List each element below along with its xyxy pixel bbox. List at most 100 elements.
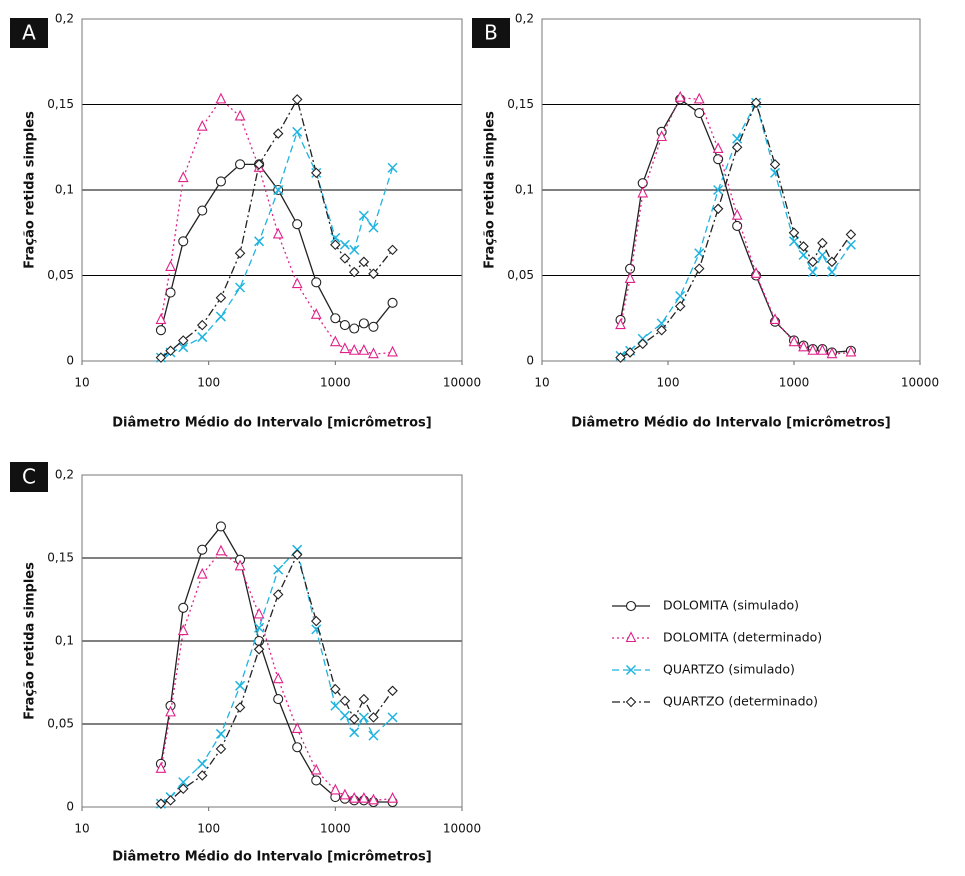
marker-circle <box>178 236 189 247</box>
x-tick-label: 10 <box>74 822 89 836</box>
marker-triangle <box>348 344 360 355</box>
marker-x <box>235 282 246 293</box>
marker-triangle <box>165 260 176 272</box>
y-tick-label: 0,05 <box>47 268 74 282</box>
marker-x <box>215 728 226 739</box>
marker-triangle <box>177 171 189 183</box>
x-tick-label: 10000 <box>443 822 481 836</box>
marker-diamond <box>807 256 819 268</box>
marker-x <box>694 248 705 259</box>
marker-x <box>235 680 246 691</box>
x-tick-label: 10000 <box>443 376 481 390</box>
marker-circle <box>292 742 303 753</box>
marker-circle <box>625 263 636 274</box>
series-line <box>160 548 394 805</box>
marker-circle <box>368 321 379 332</box>
plot-frame <box>541 18 921 362</box>
marker-triangle <box>310 763 322 775</box>
marker-triangle <box>348 791 360 803</box>
y-tick-label: 0,1 <box>515 183 534 197</box>
marker-triangle <box>731 208 743 220</box>
marker-diamond <box>798 241 809 252</box>
marker-x <box>339 239 350 250</box>
marker-diamond <box>291 94 303 105</box>
y-tick-label: 0,15 <box>47 97 74 111</box>
x-axis-label: Diâmetro Médio do Intervalo [micrômetros… <box>571 416 890 431</box>
plot-frame <box>81 18 463 362</box>
y-tick-label: 0 <box>66 800 74 814</box>
y-axis-label: Fração retida simples <box>23 562 38 720</box>
marker-triangle <box>234 109 246 121</box>
y-tick-label: 0,15 <box>507 97 534 111</box>
series-line <box>160 552 394 805</box>
marker-diamond <box>177 783 189 795</box>
marker-triangle <box>656 130 668 142</box>
marker-x <box>339 710 350 721</box>
legend-label: QUARTZO (simulado) <box>663 662 795 677</box>
marker-circle <box>358 318 369 329</box>
marker-x <box>215 311 226 322</box>
x-tick-label: 1000 <box>320 376 351 390</box>
marker-triangle <box>624 272 636 283</box>
marker-diamond <box>712 203 724 215</box>
marker-diamond <box>155 352 167 363</box>
x-tick-label: 100 <box>657 376 680 390</box>
marker-diamond <box>310 167 322 179</box>
marker-triangle <box>215 544 227 556</box>
marker-x <box>387 162 398 173</box>
marker-triangle <box>368 793 379 805</box>
marker-diamond <box>625 696 637 708</box>
panel-letter: B <box>484 21 498 45</box>
y-axis-label: Fração retida simples <box>23 111 38 269</box>
marker-circle <box>197 544 208 555</box>
marker-x <box>826 267 837 278</box>
marker-circle <box>311 775 322 786</box>
marker-x <box>349 727 360 738</box>
series-line <box>160 163 394 331</box>
marker-diamond <box>387 685 398 697</box>
y-tick-label: 0 <box>526 354 534 368</box>
y-tick-label: 0,05 <box>47 717 74 731</box>
marker-diamond <box>196 319 208 331</box>
marker-diamond <box>339 253 351 264</box>
marker-x <box>807 267 818 278</box>
series-line <box>620 100 852 359</box>
series-line <box>160 130 394 359</box>
marker-triangle <box>387 345 398 357</box>
marker-triangle <box>845 345 857 357</box>
marker-diamond <box>155 798 167 809</box>
marker-diamond <box>693 263 705 274</box>
marker-triangle <box>750 267 762 278</box>
marker-diamond <box>291 549 303 560</box>
marker-x <box>349 244 360 255</box>
marker-diamond <box>788 227 800 239</box>
marker-diamond <box>769 159 781 170</box>
marker-triangle <box>291 722 303 734</box>
marker-triangle <box>272 672 284 684</box>
y-tick-label: 0 <box>66 354 74 368</box>
marker-diamond <box>750 97 762 109</box>
marker-circle <box>235 159 246 170</box>
marker-diamond <box>615 352 626 363</box>
marker-x <box>625 664 637 676</box>
series-line <box>160 98 393 355</box>
marker-diamond <box>215 743 227 755</box>
marker-triangle <box>358 791 370 803</box>
marker-triangle <box>807 344 819 355</box>
marker-x <box>197 758 208 769</box>
marker-x <box>254 622 265 633</box>
marker-diamond <box>253 644 265 655</box>
panel-letter-box <box>472 18 510 48</box>
y-tick-label: 0,2 <box>55 468 74 482</box>
marker-triangle <box>291 277 303 289</box>
marker-x <box>368 222 379 233</box>
marker-triangle <box>712 142 724 154</box>
marker-diamond <box>845 229 857 240</box>
marker-x <box>713 184 724 196</box>
plot-frame <box>81 474 463 808</box>
x-tick-label: 100 <box>197 376 220 390</box>
marker-circle <box>330 313 341 324</box>
marker-x <box>387 712 398 723</box>
x-axis-label: Diâmetro Médio do Intervalo [micrômetros… <box>112 850 431 865</box>
marker-diamond <box>368 268 379 280</box>
